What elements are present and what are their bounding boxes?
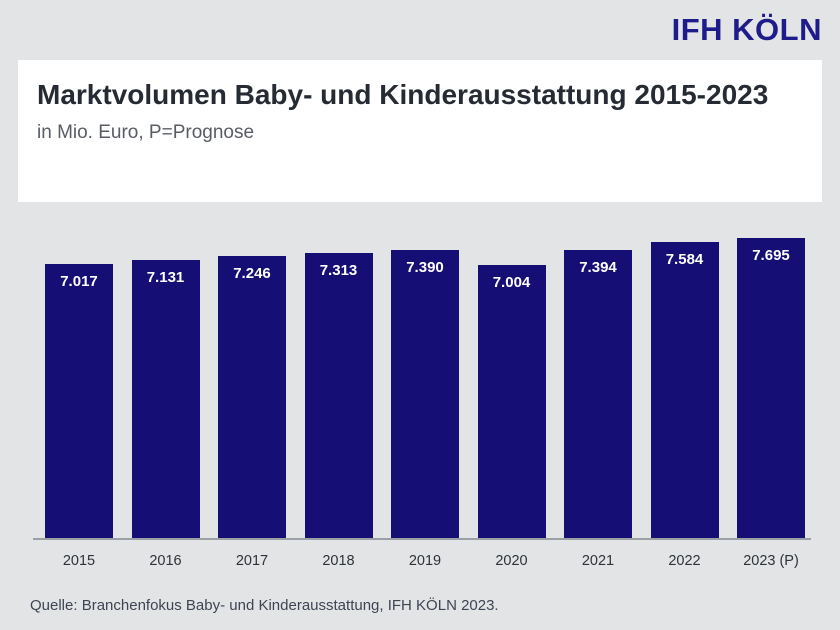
bar: 7.695 <box>737 238 805 538</box>
x-axis-label: 2023 (P) <box>743 553 799 569</box>
bar: 7.017 <box>45 264 113 538</box>
bar: 7.390 <box>391 250 459 538</box>
bar: 7.584 <box>650 242 719 538</box>
x-axis-label: 2019 <box>408 553 442 569</box>
x-axis-label: 2015 <box>62 553 96 569</box>
title-card: Marktvolumen Baby- und Kinderausstattung… <box>18 60 822 202</box>
bar-value-label: 7.246 <box>233 265 271 282</box>
bar-value-label: 7.394 <box>579 259 617 276</box>
bar-value-label: 7.131 <box>146 269 185 286</box>
bar: 7.004 <box>477 265 546 538</box>
ifh-koeln-logo: IFH KÖLN <box>671 12 822 47</box>
x-axis-labels: 2015 2016 2017 2018 2019 2020 2021 2022 2023 (P) <box>45 553 805 569</box>
bar-value-label: 7.584 <box>665 251 704 268</box>
x-axis-line <box>33 538 811 540</box>
bar: 7.131 <box>131 260 200 538</box>
x-axis-label: 2018 <box>322 553 355 569</box>
bar: 7.394 <box>564 250 632 538</box>
x-axis-label: 2017 <box>235 553 269 569</box>
bar-value-label: 7.313 <box>319 262 358 279</box>
bar-value-label: 7.695 <box>752 247 790 264</box>
x-axis-label: 2020 <box>495 553 528 569</box>
x-axis-label: 2016 <box>149 553 182 569</box>
bar-value-label: 7.390 <box>406 259 444 276</box>
bar-value-label: 7.017 <box>60 273 98 290</box>
bars-row: 7.017 7.131 7.246 7.313 7.390 7.004 7.394 7.584… <box>45 238 805 538</box>
x-axis-label: 2021 <box>581 553 615 569</box>
bar: 7.246 <box>218 256 286 538</box>
chart-subtitle: in Mio. Euro, P=Prognose <box>37 122 255 144</box>
bar-value-label: 7.004 <box>492 274 531 291</box>
x-axis-label: 2022 <box>668 553 701 569</box>
chart-title: Marktvolumen Baby- und Kinderausstattung… <box>37 79 769 110</box>
source-note: Quelle: Branchenfokus Baby- und Kinderau… <box>30 597 499 614</box>
bar: 7.313 <box>304 253 373 538</box>
